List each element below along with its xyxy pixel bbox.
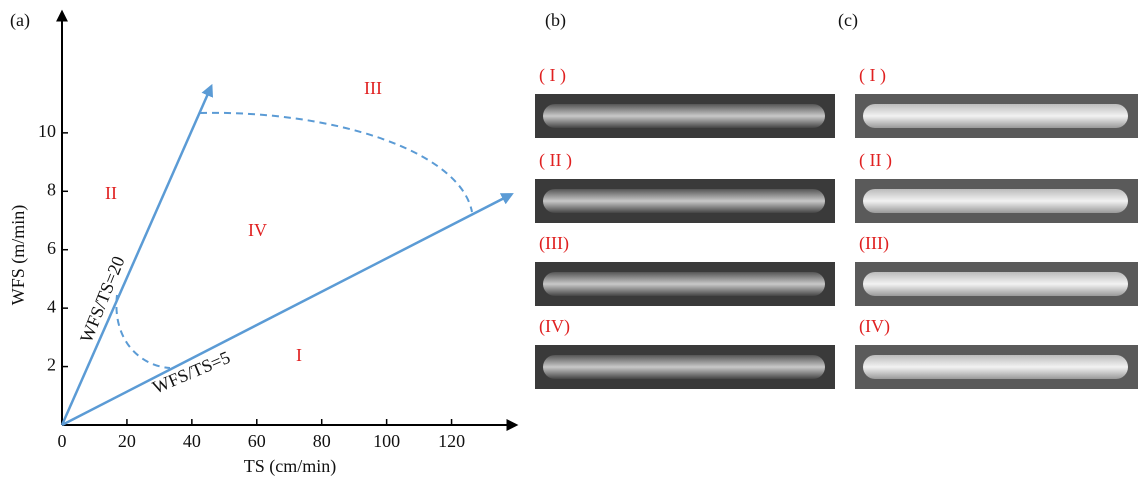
row-label: (IV) <box>859 316 890 337</box>
y-tick-label: 8 <box>47 179 56 199</box>
x-axis-label: TS (cm/min) <box>244 456 337 477</box>
weld-bead <box>543 355 825 379</box>
weld-bead <box>863 272 1128 296</box>
region-label: III <box>364 78 382 98</box>
figure: (a) TS (cm/min) WFS (m/min) I II III IV … <box>0 0 1140 484</box>
row-label: (III) <box>539 233 569 254</box>
x-tick-label: 20 <box>118 431 136 451</box>
row-label: (III) <box>859 233 889 254</box>
panel-label: (b) <box>545 10 566 31</box>
row-label: ( I ) <box>539 65 566 86</box>
region-label: IV <box>248 220 267 240</box>
y-tick-label: 2 <box>47 355 56 375</box>
weld-bead <box>863 189 1128 213</box>
weld-bead <box>863 355 1128 379</box>
ratio-line <box>62 194 512 425</box>
y-axis-label: WFS (m/min) <box>8 205 29 306</box>
row-label: (IV) <box>539 316 570 337</box>
y-tick-label: 6 <box>47 238 56 258</box>
weld-bead <box>543 189 825 213</box>
region-label: I <box>296 345 302 365</box>
x-tick-label: 100 <box>373 431 400 451</box>
panel-label: (c) <box>838 10 858 31</box>
x-tick-label: 40 <box>183 431 201 451</box>
row-label: ( II ) <box>539 150 572 171</box>
boundary <box>116 295 170 368</box>
y-tick-label: 4 <box>47 296 56 316</box>
panel-label: (a) <box>10 10 30 31</box>
x-tick-label: 60 <box>248 431 266 451</box>
region-label: II <box>105 183 117 203</box>
x-tick-label: 120 <box>438 431 465 451</box>
boundary <box>200 113 472 212</box>
weld-bead <box>543 104 825 128</box>
weld-bead <box>863 104 1128 128</box>
photo-panels: (b) ( I ) ( II ) (III) (IV) (c) ( I ) ( II ) (II… <box>535 10 1138 389</box>
x-tick-label: 0 <box>58 431 67 451</box>
x-tick-label: 80 <box>313 431 331 451</box>
row-label: ( II ) <box>859 150 892 171</box>
weld-bead <box>543 272 825 296</box>
row-label: ( I ) <box>859 65 886 86</box>
y-tick-label: 10 <box>38 121 56 141</box>
